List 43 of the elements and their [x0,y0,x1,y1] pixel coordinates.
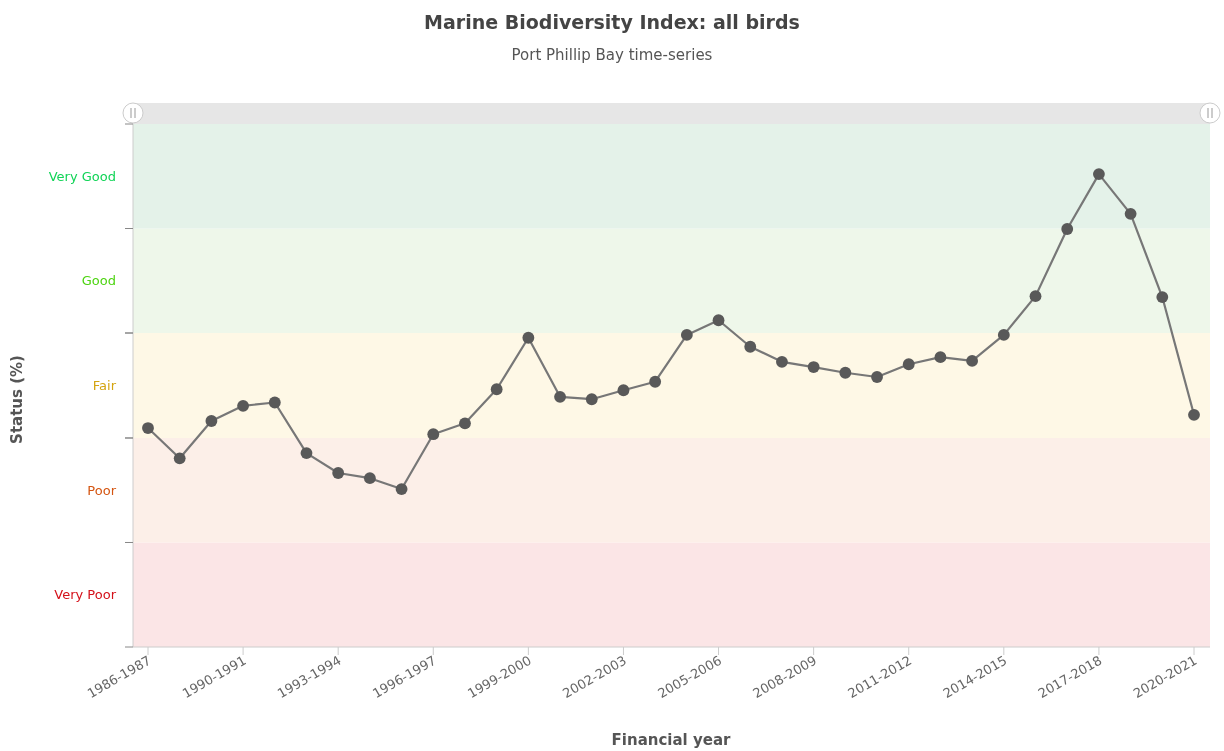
point [712,314,725,327]
band-label: Very Poor [54,587,117,603]
point [395,483,408,495]
point [522,331,535,344]
point [966,355,979,367]
point [268,396,281,409]
point [680,329,693,341]
y-axis-title: Status (%) [8,355,26,444]
band-label: Very Good [48,168,116,184]
point [776,355,788,368]
point [427,428,440,441]
point [1061,223,1074,235]
point [1156,291,1169,303]
point [363,472,376,485]
point [554,390,566,403]
point [1124,207,1137,220]
point [744,340,757,353]
point [1029,290,1042,303]
band-label: Fair [92,378,117,394]
point [997,329,1010,341]
point [173,452,186,465]
point [1092,168,1105,181]
x-axis-title: Financial year [611,731,732,749]
point [205,415,218,427]
point [649,375,662,388]
point [459,417,471,430]
point [839,366,852,379]
point [585,393,598,406]
band-label: Good [81,273,116,289]
band-label: Poor [87,482,117,498]
point [237,399,250,412]
point [300,447,313,460]
chart-title: Marine Biodiversity Index: all birds [424,11,800,33]
point [617,384,630,397]
point [490,383,503,396]
point [934,351,947,364]
chart-subtitle: Port Phillip Bay time-series [511,46,713,64]
point [142,422,154,434]
point [807,361,820,373]
point [332,467,345,479]
point [871,371,883,383]
point [1188,408,1200,421]
point [902,358,915,371]
